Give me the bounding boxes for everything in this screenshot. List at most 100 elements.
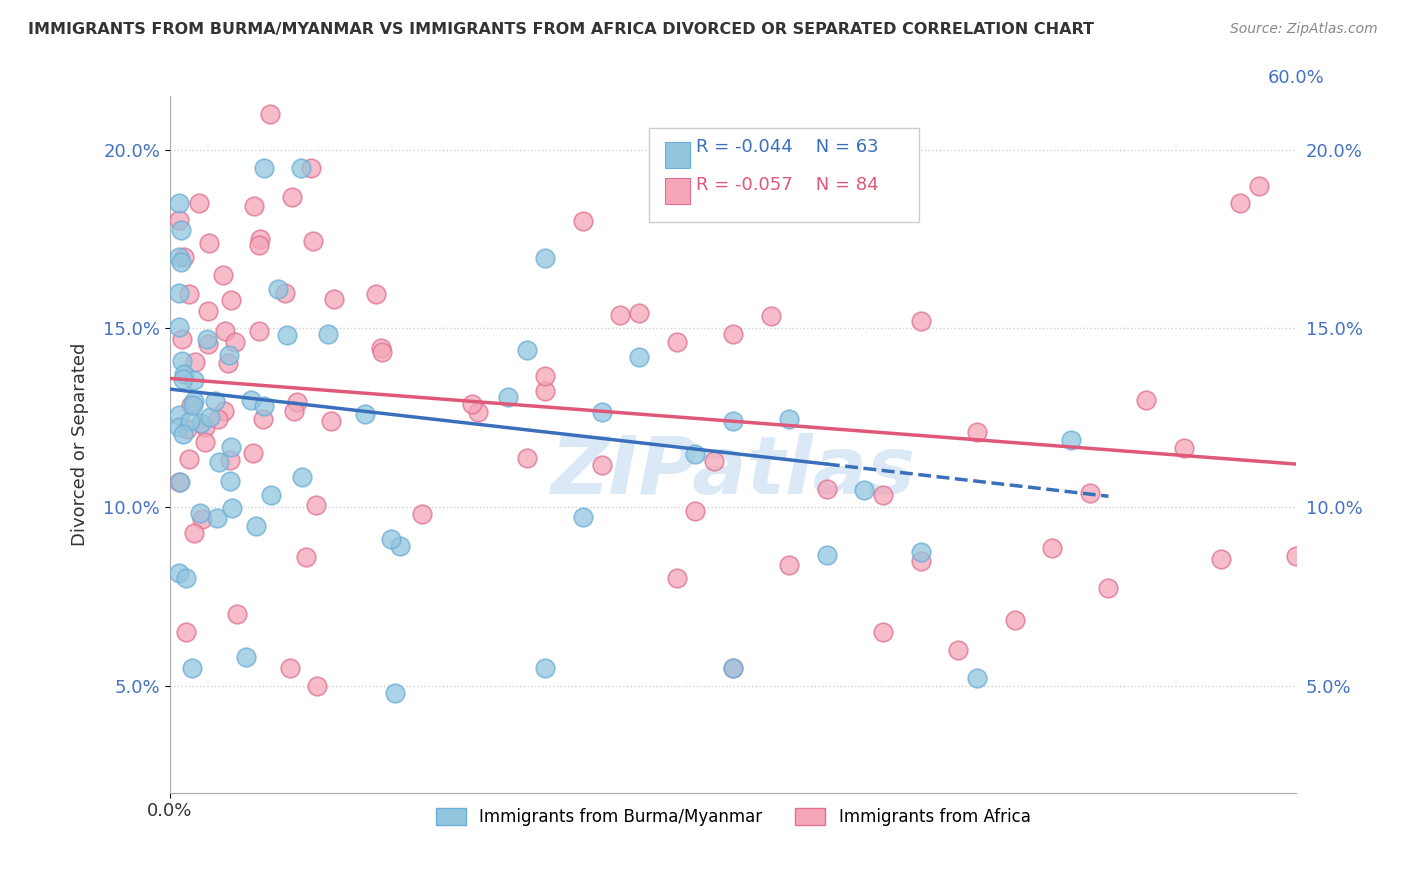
Point <box>1247 178 1270 193</box>
Point <box>305 679 328 693</box>
Point <box>1060 433 1083 447</box>
Point <box>235 649 257 664</box>
Point <box>665 334 688 349</box>
Point <box>1173 441 1195 455</box>
Point <box>721 327 744 342</box>
Point <box>198 409 221 424</box>
Point <box>247 238 270 252</box>
Point <box>172 426 194 441</box>
Point <box>167 213 190 227</box>
Point <box>183 394 205 409</box>
Point <box>316 327 339 342</box>
Point <box>759 309 782 323</box>
Point <box>195 332 218 346</box>
Point <box>354 407 377 421</box>
Point <box>411 508 433 522</box>
Point <box>172 372 194 386</box>
Point <box>267 282 290 296</box>
Point <box>1285 549 1308 564</box>
Point <box>214 324 236 338</box>
Point <box>253 399 276 413</box>
Point <box>247 324 270 338</box>
Point <box>188 506 211 520</box>
Point <box>515 343 537 357</box>
Point <box>169 475 191 489</box>
Point <box>259 107 281 121</box>
Point <box>197 236 219 251</box>
Point <box>910 553 932 567</box>
Point <box>295 549 318 564</box>
Point <box>167 420 190 434</box>
Point <box>281 190 304 204</box>
Point <box>591 405 613 419</box>
Text: R = -0.057    N = 84: R = -0.057 N = 84 <box>696 176 879 194</box>
Point <box>1004 614 1026 628</box>
Point <box>467 405 489 419</box>
Point <box>221 440 243 454</box>
Point <box>253 161 276 175</box>
Point <box>609 308 631 322</box>
Point <box>180 398 202 412</box>
Point <box>212 268 235 282</box>
Point <box>966 672 988 686</box>
Point <box>174 624 197 639</box>
Point <box>184 355 207 369</box>
Point <box>188 196 211 211</box>
Point <box>181 660 204 674</box>
Point <box>260 488 283 502</box>
Point <box>239 392 262 407</box>
Point <box>721 414 744 428</box>
Point <box>167 250 190 264</box>
Point <box>304 498 326 512</box>
Point <box>183 526 205 541</box>
Point <box>948 642 970 657</box>
Point <box>380 533 402 547</box>
Point <box>384 686 406 700</box>
Point <box>276 328 298 343</box>
Point <box>534 252 557 266</box>
Point <box>685 447 707 461</box>
Point <box>219 452 242 467</box>
Point <box>815 548 838 562</box>
Point <box>167 285 190 300</box>
Point <box>249 232 271 246</box>
Text: ZIPatlas: ZIPatlas <box>551 434 915 511</box>
Point <box>214 404 236 418</box>
Point <box>224 334 246 349</box>
Point <box>628 305 651 319</box>
Point <box>872 624 894 639</box>
Point <box>853 483 876 497</box>
Point <box>218 348 240 362</box>
Point <box>170 255 193 269</box>
Point <box>193 434 215 449</box>
Point <box>872 488 894 502</box>
Point <box>1209 551 1232 566</box>
Point <box>167 475 190 490</box>
Point <box>370 341 392 355</box>
Point <box>628 350 651 364</box>
Point <box>283 404 305 418</box>
Point <box>173 367 195 381</box>
Point <box>910 314 932 328</box>
Text: Source: ZipAtlas.com: Source: ZipAtlas.com <box>1230 22 1378 37</box>
Point <box>534 660 557 674</box>
Point <box>685 504 707 518</box>
Point <box>183 373 205 387</box>
Point <box>496 390 519 404</box>
Point <box>217 355 239 369</box>
FancyBboxPatch shape <box>648 128 920 221</box>
Point <box>665 571 688 585</box>
Point <box>197 336 219 351</box>
Point <box>721 660 744 674</box>
Point <box>299 161 322 175</box>
Point <box>207 510 229 524</box>
Point <box>1229 196 1251 211</box>
Point <box>167 566 190 580</box>
Point <box>721 660 744 674</box>
Point <box>242 446 264 460</box>
Legend: Immigrants from Burma/Myanmar, Immigrants from Africa: Immigrants from Burma/Myanmar, Immigrant… <box>429 802 1038 833</box>
Point <box>191 511 214 525</box>
Point <box>815 482 838 496</box>
Point <box>274 285 297 300</box>
Point <box>177 451 200 466</box>
